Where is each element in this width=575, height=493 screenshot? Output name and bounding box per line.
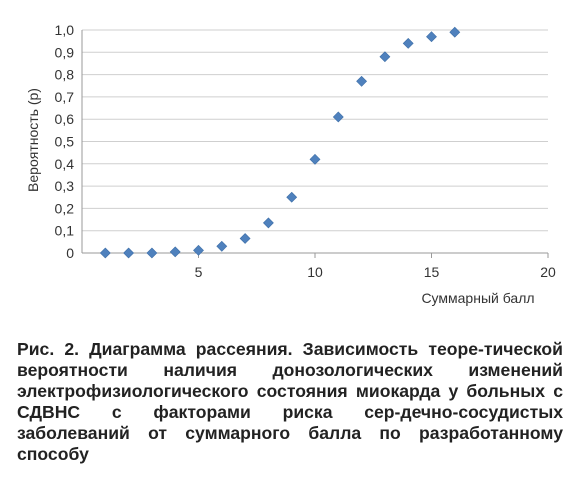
x-tick-label: 5	[195, 264, 203, 280]
data-point	[309, 153, 321, 165]
data-point	[426, 31, 437, 43]
data-points	[99, 26, 461, 259]
data-point	[449, 26, 461, 38]
data-point	[356, 75, 368, 87]
y-tick-label: 0,9	[55, 44, 75, 60]
y-tick-label: 0,7	[55, 89, 75, 105]
x-tick-label: 15	[424, 264, 440, 280]
data-point	[216, 240, 228, 252]
x-tick-label: 10	[307, 264, 323, 280]
y-tick-label: 0,3	[55, 178, 75, 194]
y-tick-label: 0,5	[55, 134, 75, 150]
y-tick-label: 1,0	[55, 22, 75, 38]
y-axis-title: Вероятность (р)	[25, 88, 41, 192]
data-point	[262, 217, 274, 229]
y-tick-label: 0,8	[55, 67, 75, 83]
data-point	[379, 51, 391, 63]
data-point	[332, 111, 344, 123]
x-tick-labels: 5 10 15 20	[195, 264, 556, 280]
data-point	[286, 191, 298, 203]
data-point	[239, 233, 251, 244]
axes	[81, 30, 549, 258]
figure-caption: Рис. 2. Диаграмма рассеяния. Зависимость…	[17, 339, 563, 464]
data-point	[402, 37, 414, 49]
y-tick-label: 0	[66, 245, 74, 261]
data-point	[123, 247, 135, 259]
data-point	[169, 246, 181, 258]
x-tick-label: 20	[540, 264, 556, 280]
chart-canvas: 00,10,20,30,40,50,60,70,80,91,0 5 10 15 20 …	[25, 22, 556, 306]
data-point	[193, 244, 204, 256]
y-tick-label: 0,6	[55, 111, 75, 127]
y-tick-label: 0,2	[55, 200, 75, 216]
y-tick-label: 0,4	[55, 156, 75, 172]
data-point	[146, 247, 158, 259]
y-tick-labels: 0 0,1 0,2 0,3 0,4 0,5 0,6 0,7 0,8 0,9 1,0	[55, 22, 75, 261]
y-tick-label: 0,1	[55, 223, 75, 239]
x-axis-title: Суммарный балл	[421, 290, 534, 306]
data-point	[99, 247, 111, 259]
gridlines	[82, 29, 548, 232]
scatter-chart: 0 0,1 0,2 0,3 0,4 0,5 0,6 0,7 0,8 0,9 1,0 5 10 15 20 …	[25, 22, 556, 306]
